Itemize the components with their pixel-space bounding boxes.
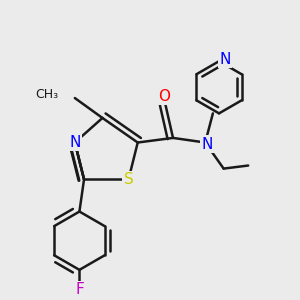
Text: O: O [158, 89, 170, 104]
Text: N: N [201, 136, 212, 152]
Text: N: N [69, 135, 80, 150]
Text: CH₃: CH₃ [35, 88, 58, 101]
Text: N: N [220, 52, 231, 67]
Text: S: S [124, 172, 134, 187]
Text: F: F [75, 282, 84, 297]
